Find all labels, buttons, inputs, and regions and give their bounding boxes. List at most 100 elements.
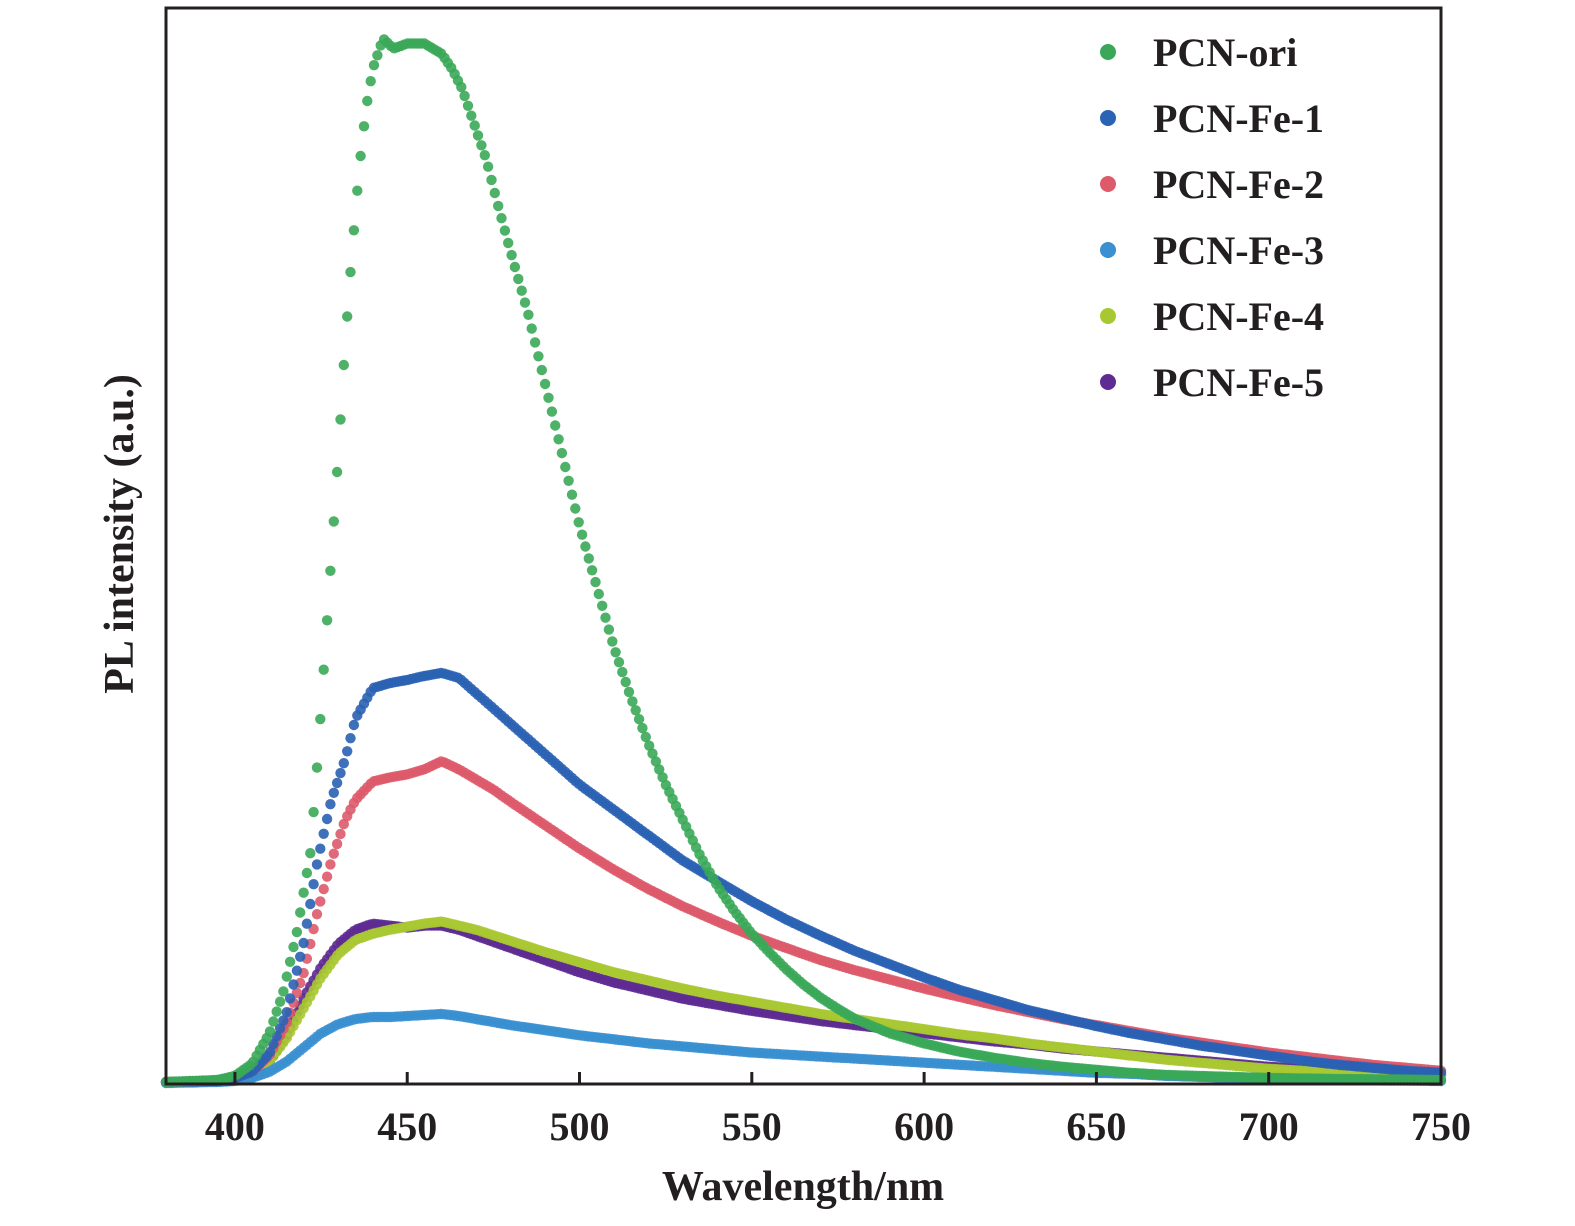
data-point (539, 378, 551, 390)
x-tick-label: 600 (894, 1104, 954, 1149)
data-point (298, 887, 309, 898)
data-point (274, 996, 286, 1007)
data-point (318, 828, 329, 839)
data-point (573, 517, 584, 528)
data-point (607, 636, 618, 647)
data-point (583, 553, 594, 564)
data-point (493, 200, 504, 212)
data-point (358, 121, 370, 132)
data-point (469, 120, 480, 131)
data-point (331, 777, 343, 789)
data-point (620, 676, 631, 688)
data-point (318, 664, 329, 675)
data-point (476, 140, 487, 151)
legend-label: PCN-Fe-3 (1153, 228, 1324, 273)
data-point (335, 414, 346, 425)
data-point (566, 489, 578, 500)
data-point (533, 351, 544, 362)
data-point (650, 756, 662, 767)
series-pcn-fe-2 (160, 756, 1447, 1088)
data-point (288, 941, 299, 953)
data-point (509, 261, 521, 273)
legend-marker (1100, 374, 1116, 390)
data-point (338, 818, 349, 830)
data-point (271, 1006, 282, 1017)
data-point (630, 705, 641, 716)
data-point (550, 420, 561, 431)
data-point (506, 249, 517, 261)
data-point (342, 311, 353, 322)
y-axis-title: PL intensity (a.u.) (97, 374, 143, 694)
x-tick-label: 400 (205, 1104, 265, 1149)
data-point (278, 986, 289, 997)
data-point (328, 787, 339, 798)
data-point (640, 731, 651, 743)
data-point (264, 1026, 276, 1037)
data-point (318, 883, 329, 895)
data-point (325, 799, 336, 810)
data-point (462, 100, 474, 112)
data-point (321, 813, 333, 825)
data-point (456, 81, 467, 93)
data-point (295, 951, 306, 962)
data-point (543, 392, 554, 403)
data-point (597, 600, 608, 611)
data-point (284, 993, 296, 1004)
data-point (305, 848, 316, 859)
data-point (295, 907, 306, 918)
data-point (586, 565, 598, 576)
data-point (553, 434, 564, 445)
data-point (352, 185, 363, 196)
data-point (311, 909, 323, 920)
data-point (603, 624, 615, 635)
data-point (556, 447, 568, 459)
data-point (482, 161, 494, 172)
data-point (466, 110, 477, 121)
data-point (342, 746, 353, 757)
data-point (637, 722, 648, 734)
x-tick-label: 500 (550, 1104, 610, 1149)
data-point (486, 174, 497, 186)
x-tick-label: 550 (722, 1104, 782, 1149)
legend-label: PCN-ori (1153, 30, 1297, 75)
plot-frame (164, 6, 1443, 1086)
data-point (503, 237, 514, 249)
data-point (264, 1046, 276, 1058)
legend-label: PCN-Fe-4 (1153, 294, 1324, 339)
legend-marker (1100, 44, 1116, 60)
data-point (459, 90, 470, 102)
data-point (563, 475, 574, 486)
data-point (355, 150, 366, 162)
x-tick-label: 450 (377, 1104, 437, 1149)
data-point (523, 309, 534, 320)
data-point (499, 225, 511, 236)
data-point (345, 733, 356, 744)
data-point (308, 806, 319, 818)
data-point (278, 1015, 289, 1026)
data-point (311, 762, 323, 773)
data-point (335, 828, 346, 840)
x-tick-label: 750 (1411, 1104, 1471, 1149)
data-point (489, 187, 500, 199)
data-point (647, 748, 658, 759)
data-point (321, 615, 333, 626)
data-point (335, 767, 346, 779)
data-point (315, 896, 326, 907)
data-point (305, 898, 316, 910)
data-point (281, 1007, 292, 1018)
data-point (590, 576, 601, 588)
data-point (315, 713, 326, 725)
data-point (627, 696, 638, 707)
data-point (345, 266, 356, 278)
data-point (311, 859, 323, 870)
legend-label: PCN-Fe-1 (1153, 96, 1324, 141)
data-point (526, 323, 537, 334)
legend-marker (1100, 110, 1116, 126)
series-pcn-ori (160, 34, 1447, 1088)
data-point (570, 503, 581, 514)
data-point (301, 918, 313, 929)
data-point (291, 926, 303, 938)
data-point (321, 871, 333, 882)
legend-marker (1100, 242, 1116, 258)
